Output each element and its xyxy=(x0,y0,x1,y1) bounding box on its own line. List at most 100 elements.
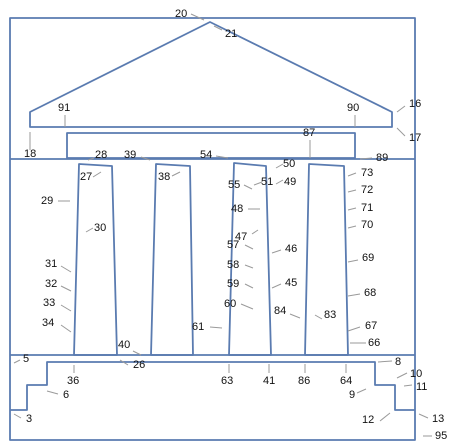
leader-12 xyxy=(379,412,391,422)
point-label-31: 31 xyxy=(45,258,57,270)
point-label-57: 57 xyxy=(227,239,239,251)
base-steps xyxy=(10,361,415,411)
leader-73 xyxy=(347,172,357,177)
leader-20 xyxy=(190,13,205,21)
leader-59 xyxy=(244,283,254,289)
point-label-13: 13 xyxy=(432,413,444,425)
outer-frame xyxy=(9,17,416,441)
leader-10 xyxy=(396,372,408,379)
point-label-83: 83 xyxy=(324,309,336,321)
point-label-46: 46 xyxy=(285,243,297,255)
leader-68 xyxy=(347,293,361,297)
leader-47 xyxy=(251,229,259,235)
point-label-11: 11 xyxy=(416,381,427,393)
column-1 xyxy=(73,163,118,356)
leader-70 xyxy=(347,225,357,229)
point-label-26: 26 xyxy=(133,359,145,371)
leader-54 xyxy=(215,155,229,159)
outline-shapes xyxy=(9,17,416,441)
point-label-10: 10 xyxy=(410,368,422,380)
leader-45 xyxy=(271,283,282,289)
point-label-66: 66 xyxy=(368,337,380,349)
leader-5 xyxy=(13,359,21,364)
point-label-47: 47 xyxy=(235,231,247,243)
leader-31 xyxy=(60,265,72,273)
label-leaders xyxy=(13,13,432,437)
leader-13 xyxy=(418,413,429,419)
point-label-60: 60 xyxy=(224,298,236,310)
point-label-69: 69 xyxy=(362,252,374,264)
point-label-95: 95 xyxy=(435,430,447,442)
point-label-38: 38 xyxy=(158,171,170,183)
point-label-90: 90 xyxy=(347,102,359,114)
point-label-55: 55 xyxy=(228,179,240,191)
point-label-5: 5 xyxy=(23,353,29,365)
leader-28 xyxy=(87,157,95,161)
point-label-61: 61 xyxy=(192,321,204,333)
leader-55 xyxy=(243,184,253,190)
leader-3 xyxy=(13,413,22,419)
point-label-49: 49 xyxy=(284,176,296,188)
point-label-20: 20 xyxy=(175,8,187,20)
point-label-72: 72 xyxy=(361,184,373,196)
leader-11 xyxy=(403,384,413,387)
leader-61 xyxy=(209,326,223,329)
point-label-64: 64 xyxy=(340,375,352,387)
leader-26 xyxy=(119,359,129,366)
point-label-6: 6 xyxy=(63,389,69,401)
leader-51 xyxy=(253,181,263,186)
point-label-27: 27 xyxy=(80,171,92,183)
point-label-18: 18 xyxy=(24,148,36,160)
point-label-48: 48 xyxy=(231,203,243,215)
point-label-45: 45 xyxy=(285,277,297,289)
point-label-41: 41 xyxy=(263,375,275,387)
point-label-91: 91 xyxy=(58,102,70,114)
leader-30 xyxy=(85,227,94,233)
leader-40 xyxy=(132,350,142,356)
leader-49 xyxy=(275,179,284,185)
column-4 xyxy=(304,163,349,356)
point-label-87: 87 xyxy=(303,127,315,139)
leader-69 xyxy=(347,259,359,263)
leader-60 xyxy=(240,303,254,310)
point-label-68: 68 xyxy=(364,287,376,299)
leader-72 xyxy=(347,189,357,193)
point-label-51: 51 xyxy=(261,176,273,188)
leader-83 xyxy=(314,314,323,320)
point-label-29: 29 xyxy=(41,195,53,207)
leader-32 xyxy=(60,285,72,292)
point-label-89: 89 xyxy=(376,152,388,164)
point-label-59: 59 xyxy=(227,278,239,290)
leader-50 xyxy=(275,163,284,169)
point-label-40: 40 xyxy=(118,339,130,351)
point-label-21: 21 xyxy=(225,28,237,40)
point-label-73: 73 xyxy=(361,167,373,179)
point-label-32: 32 xyxy=(45,278,57,290)
leader-39 xyxy=(140,156,151,161)
leader-21 xyxy=(213,25,223,31)
leader-17 xyxy=(396,127,406,137)
point-label-36: 36 xyxy=(67,375,79,387)
leader-84 xyxy=(289,313,301,319)
point-label-9: 9 xyxy=(349,389,355,401)
entablature-bar xyxy=(66,132,356,159)
leader-34 xyxy=(60,324,72,333)
point-label-39: 39 xyxy=(124,149,136,161)
point-label-30: 30 xyxy=(94,222,106,234)
leader-16 xyxy=(396,105,406,113)
leader-38 xyxy=(171,171,181,177)
point-label-54: 54 xyxy=(200,149,212,161)
point-label-63: 63 xyxy=(221,375,233,387)
point-label-86: 86 xyxy=(298,375,310,387)
column-2 xyxy=(150,163,194,356)
point-label-28: 28 xyxy=(95,149,107,161)
point-label-3: 3 xyxy=(26,413,32,425)
leader-27 xyxy=(92,171,102,178)
point-label-8: 8 xyxy=(395,356,401,368)
leader-71 xyxy=(347,207,357,211)
leader-58 xyxy=(244,264,254,269)
leader-57 xyxy=(244,244,254,250)
point-label-71: 71 xyxy=(361,202,373,214)
